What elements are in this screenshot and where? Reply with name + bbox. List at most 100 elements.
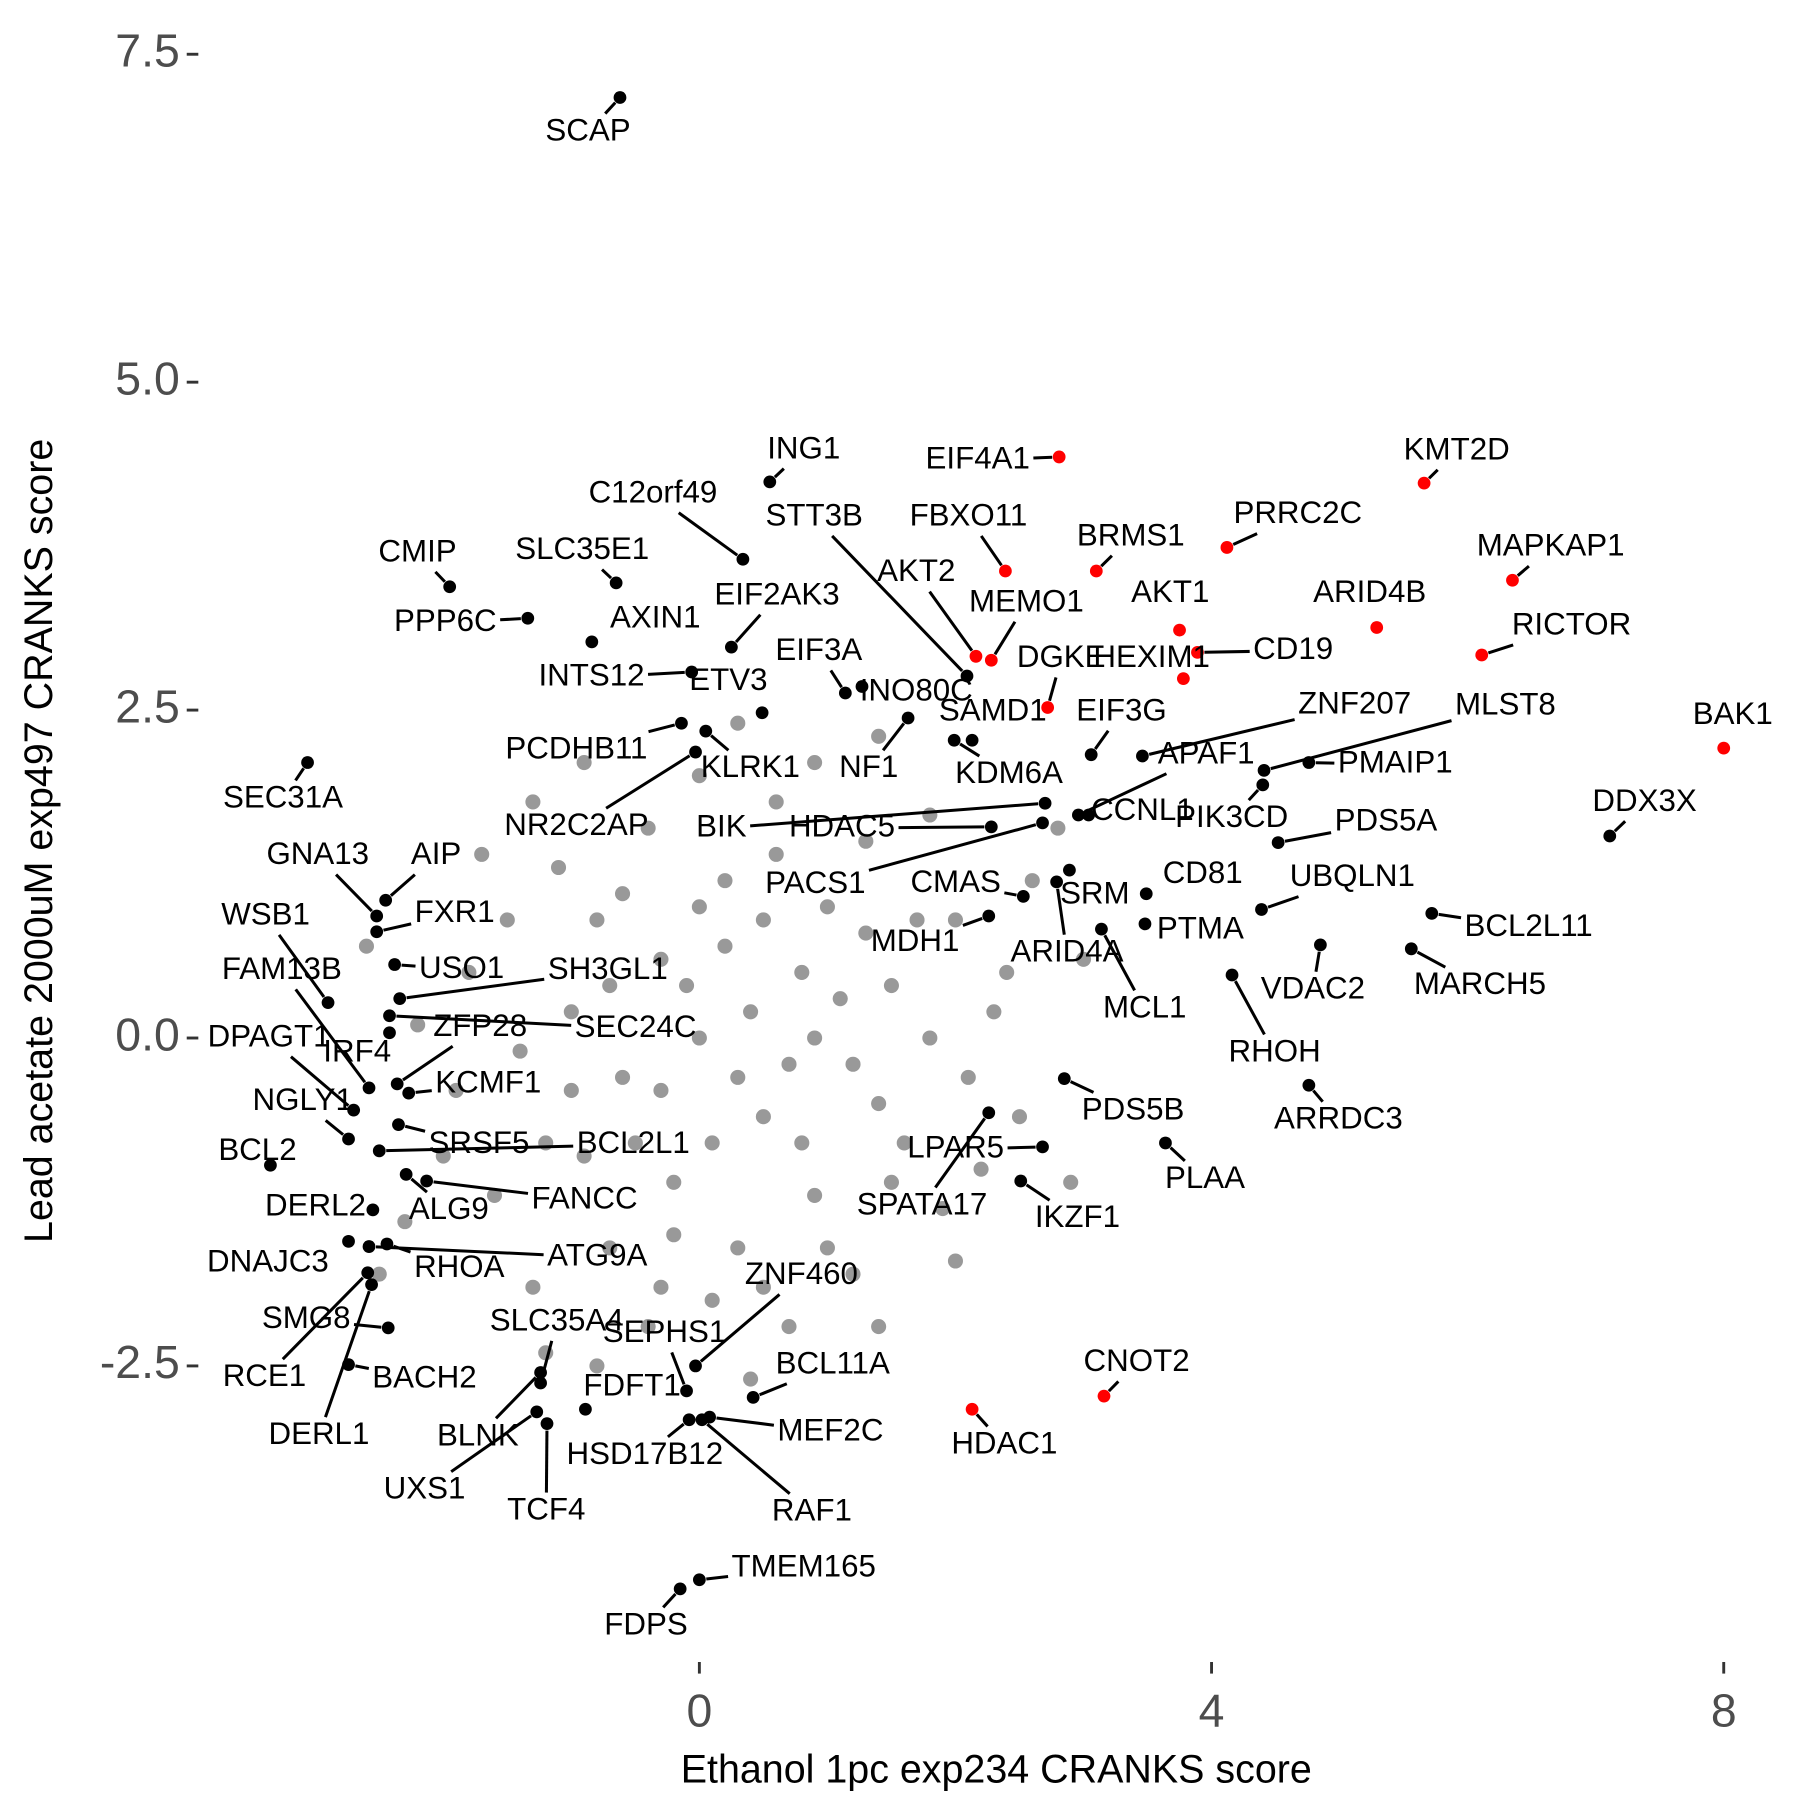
label-segment (1516, 564, 1530, 577)
background-point (704, 1292, 720, 1308)
background-point (512, 1043, 528, 1059)
background-point (371, 1266, 387, 1282)
highlight-point (609, 576, 623, 590)
point-label: AKT2 (877, 553, 955, 588)
label-segment (1148, 718, 1295, 756)
highlight-point (1271, 836, 1285, 849)
highlight-point (1072, 808, 1085, 822)
point-label: DPAGT1 (208, 1018, 331, 1053)
background-point (397, 1214, 413, 1230)
label-segment (829, 669, 843, 689)
point-label: PCDHB11 (505, 731, 647, 766)
point-label: ARRDC3 (1274, 1101, 1403, 1136)
background-point (691, 899, 707, 915)
point-label: CMIP (378, 533, 456, 568)
highlight-point (402, 1086, 416, 1100)
highlight-point (381, 1321, 395, 1335)
background-point (410, 1017, 426, 1033)
background-point (819, 1240, 835, 1256)
point-label: GNA13 (266, 836, 369, 871)
highlight-point (969, 649, 983, 663)
background-point (896, 1135, 912, 1151)
highlight-point (1159, 1136, 1172, 1150)
point-label: USO1 (419, 950, 504, 985)
label-segment (928, 590, 974, 652)
label-segment (415, 1089, 432, 1094)
y-tick-label: 2.5 (115, 680, 179, 732)
background-point (499, 912, 515, 928)
label-segment (450, 1414, 532, 1473)
background-point (909, 912, 925, 928)
background-point (794, 964, 810, 980)
point-label: ZFP28 (433, 1008, 527, 1043)
highlight-point (579, 1402, 592, 1416)
point-label: ETV3 (689, 662, 767, 697)
x-axis-title: Ethanol 1pc exp234 CRANKS score (681, 1748, 1312, 1792)
points-layer (264, 91, 1731, 1596)
highlight-point (534, 1376, 547, 1390)
background-point (755, 1109, 771, 1125)
background-point (845, 1266, 861, 1282)
point-label: SRM (1060, 876, 1130, 911)
point-label: CMAS (910, 864, 1000, 899)
point-label: VDAC2 (1261, 971, 1365, 1006)
point-label: IRF4 (323, 1033, 391, 1068)
point-label: MLST8 (1455, 687, 1556, 722)
point-label: HDAC1 (951, 1425, 1057, 1460)
background-point (448, 1082, 464, 1099)
background-point (717, 873, 733, 889)
point-label: MEMO1 (969, 583, 1084, 618)
highlight-point (1314, 938, 1327, 952)
point-label: SPATA17 (857, 1186, 987, 1221)
highlight-point (1220, 541, 1234, 554)
background-point (474, 846, 490, 862)
background-point (807, 755, 823, 771)
highlight-point (1139, 887, 1153, 901)
point-label: IKZF1 (1035, 1199, 1120, 1234)
point-label: FDFT1 (583, 1367, 680, 1402)
highlight-point (1302, 1078, 1316, 1092)
background-point (768, 846, 784, 862)
highlight-point (443, 580, 457, 594)
label-segment (401, 963, 416, 968)
point-label: DERL1 (268, 1416, 369, 1451)
point-label: KDM6A (955, 755, 1063, 790)
background-point (640, 820, 656, 836)
label-segment (1084, 772, 1168, 814)
highlight-point (1036, 1140, 1049, 1154)
background-point (589, 1358, 605, 1374)
highlight-point (347, 1103, 361, 1117)
point-label: PDS5A (1335, 803, 1438, 838)
label-segment (406, 977, 545, 1000)
label-segment (1314, 951, 1321, 973)
label-segment (980, 535, 1003, 567)
label-segment (1428, 468, 1439, 480)
background-point (602, 1240, 618, 1256)
label-segment (959, 742, 981, 758)
point-label: ARID4B (1313, 574, 1426, 609)
axes-layer: -2.5 0.0 2.5 5.0 7.5 0 4 8 (100, 24, 1737, 1736)
label-segment (389, 873, 416, 897)
highlight-point (982, 909, 996, 923)
point-label: SLC35A4 (490, 1302, 624, 1337)
label-segment (402, 1044, 454, 1082)
highlight-point (383, 1026, 396, 1040)
highlight-point (1255, 903, 1268, 916)
point-label: KMT2D (1404, 431, 1510, 466)
background-point (615, 886, 631, 902)
highlight-point (366, 1203, 380, 1217)
label-segment (433, 1180, 529, 1195)
point-label: EIF3A (775, 632, 862, 667)
highlight-point (1097, 1389, 1111, 1403)
highlight-point (301, 756, 314, 769)
highlight-point (675, 716, 688, 730)
point-label: PTMA (1157, 910, 1244, 945)
highlight-point (692, 1573, 706, 1587)
point-label: AXIN1 (610, 600, 700, 635)
background-point (576, 1148, 592, 1164)
point-label: CD81 (1163, 855, 1243, 890)
highlight-point (1425, 907, 1439, 920)
highlight-point (362, 1081, 376, 1095)
highlight-point (530, 1405, 544, 1419)
